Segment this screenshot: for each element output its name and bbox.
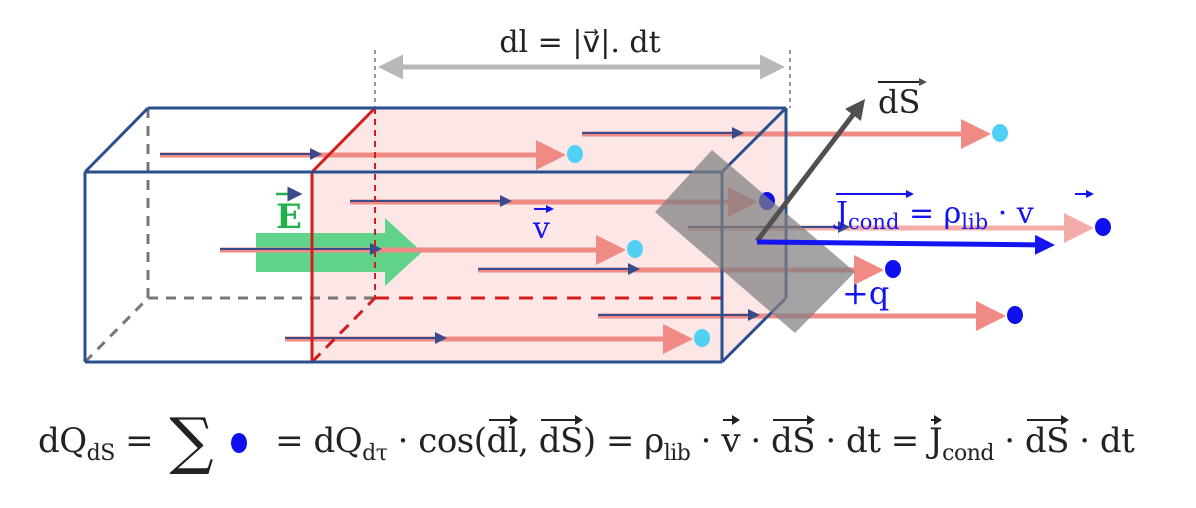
eq-dtau-sub: dτ [362,441,388,466]
slice-edges [310,106,722,364]
rho-subscript: lib [961,210,988,234]
conductor-box-edges [83,106,788,364]
eq-dS-vector: dS [538,415,583,461]
charge-dot-6 [1095,218,1111,236]
current-density-arrow [756,234,1055,255]
sum-symbol: ∑ [169,404,214,477]
eq-dS-vector-3: dS [1024,415,1069,461]
eq-dQ-dtau: = dQ [275,421,363,461]
hidden-edges [83,108,375,364]
eq-dl-vector: dl [486,415,519,461]
eq-v-vector: v [721,415,741,461]
charge-dot-4 [627,240,643,258]
charge-dot-icon [231,433,248,453]
eq-dot2: · [740,421,771,461]
charge-flux-equation: dQdS = ∑ = dQdτ · cos(dl, dS) = ρlib · v … [38,404,1135,477]
J-symbol: J [833,196,848,231]
eq-rho: ) = ρ [582,421,664,461]
eq-dot1: · [690,421,722,461]
charge-dot-5 [885,260,901,278]
eq-comma: , [518,421,539,461]
charge-dot-7 [1007,306,1023,324]
eq-rho-sub: lib [663,441,691,466]
J-times-v: · v [988,196,1034,231]
eq-dS-vector-2: dS [770,415,816,461]
velocity-label: v [532,211,550,246]
electric-field-label: E [276,197,302,237]
eq-J-vector: J [929,415,943,461]
eq-dt: · dt = [815,421,929,461]
eq-dt-2: · dt [1068,421,1135,461]
eq-J-sub: cond [942,441,994,466]
J-subscript: cond [848,210,899,234]
current-density-label: Jcond = ρlib · v [833,196,1034,234]
charge-dot-8 [694,329,710,347]
surface-element-dS [655,150,855,333]
eq-dQ: dQ [38,421,87,461]
eq-cos: · cos( [387,421,487,461]
eq-equals: = [114,421,164,461]
dl-label: dl = |v⃗|. dt [499,25,660,60]
eq-dot3: · [993,421,1025,461]
dS-label: dS [878,83,920,121]
eq-dQ-sub: dS [86,441,116,466]
dS-vector-arrow [755,99,866,243]
charge-dot-1 [567,145,583,163]
charge-label: +q [842,274,889,312]
J-equals-rho: = ρ [899,196,961,231]
charge-dot-2 [992,124,1008,142]
